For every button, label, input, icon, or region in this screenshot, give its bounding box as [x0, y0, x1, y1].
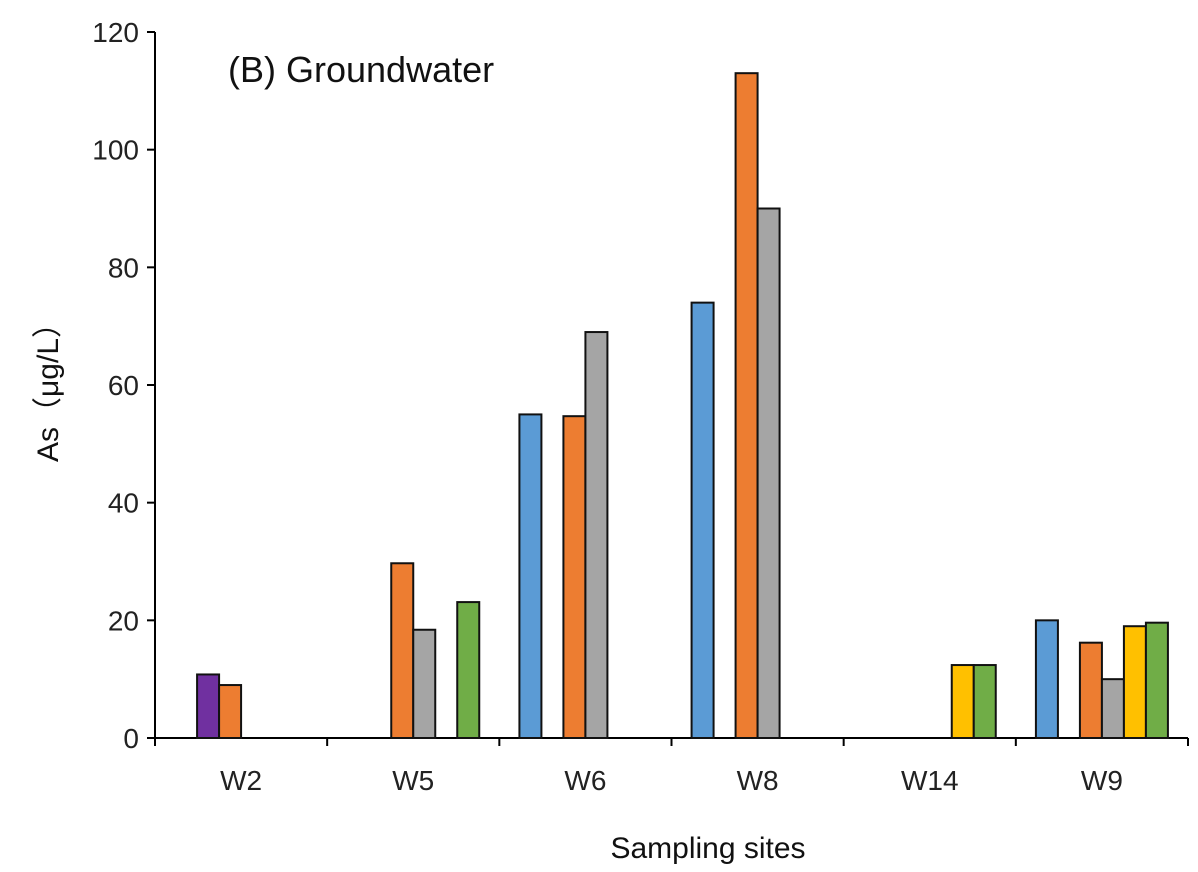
bar-w9-series-1 — [1034, 619, 1059, 739]
x-axis: W2 W5 W6 W8 W14 W9 — [154, 737, 1189, 796]
bar-w6-series-1 — [518, 413, 543, 739]
y-tick-label: 100 — [92, 135, 139, 166]
y-axis: 0 20 40 60 80 100 120 — [92, 17, 156, 754]
bar-w2-series-3 — [218, 684, 243, 739]
bar-w9-series-4 — [1100, 678, 1125, 740]
x-axis-title: Sampling sites — [610, 832, 805, 865]
y-tick-label: 0 — [123, 723, 139, 754]
bar-w6-series-3 — [562, 415, 587, 739]
x-tick-label: W2 — [220, 765, 262, 796]
bar-w5-series-6 — [456, 601, 481, 739]
bar-w6-series-4 — [584, 331, 609, 739]
bar-w9-series-5 — [1122, 625, 1147, 740]
x-tick-label: W6 — [564, 765, 606, 796]
x-tick-label: W8 — [737, 765, 779, 796]
bar-w9-series-6 — [1144, 621, 1169, 739]
y-tick-label: 60 — [108, 370, 139, 401]
bar-w14-series-6 — [972, 664, 997, 740]
bar-w2-series-2 — [196, 673, 221, 740]
chart-title: (B) Groundwater — [228, 49, 494, 90]
bar-w5-series-3 — [390, 562, 415, 740]
bar-w9-series-3 — [1078, 641, 1103, 739]
y-tick-label: 40 — [108, 488, 139, 519]
bars — [196, 72, 1169, 740]
bar-w8-series-4 — [756, 207, 781, 739]
bar-w8-series-1 — [690, 301, 715, 739]
bar-w8-series-3 — [734, 72, 759, 739]
x-tick-label: W5 — [392, 765, 434, 796]
y-tick-label: 20 — [108, 605, 139, 636]
y-tick-label: 80 — [108, 252, 139, 283]
y-tick-label: 120 — [92, 17, 139, 48]
y-axis-title: As（μg/L） — [32, 308, 65, 462]
bar-w5-series-4 — [412, 628, 437, 739]
x-tick-label: W9 — [1081, 765, 1123, 796]
x-tick-label: W14 — [901, 765, 959, 796]
bar-w14-series-5 — [950, 664, 975, 740]
